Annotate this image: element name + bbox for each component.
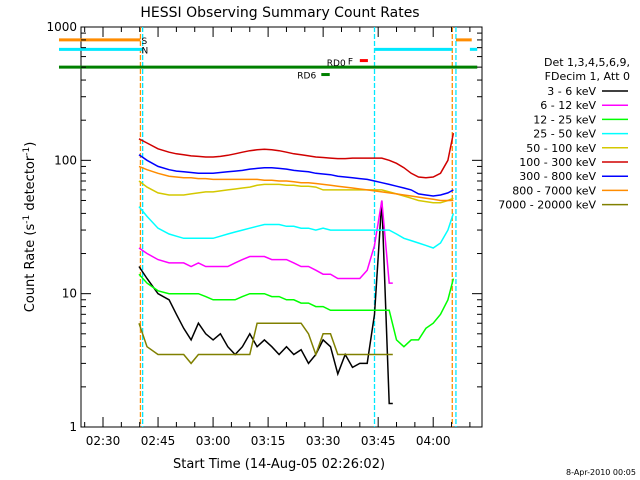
x-tick-label: 03:45	[361, 434, 396, 448]
series-line	[138, 206, 455, 249]
legend-label: 12 - 25 keV	[533, 113, 596, 126]
y-tick-label: 1	[69, 420, 77, 434]
legend-header-line1: Det 1,3,4,5,6,9,	[544, 56, 630, 69]
series-line	[138, 165, 454, 202]
vertical-markers	[139, 27, 457, 427]
footer-timestamp: 8-Apr-2010 00:05	[566, 468, 636, 477]
y-axis-label-mid: detector	[23, 155, 38, 215]
x-axis: 02:30 02:45 03:00 03:15 03:30 03:45 04:00	[84, 27, 471, 448]
plot-area: SN RD6 RD0 F 1 10 100 1000 02:30 02:45 03:00 03:1…	[46, 20, 483, 448]
legend-header-line2: FDecim 1, Att 0	[545, 70, 630, 83]
flag-label-f: F	[348, 58, 353, 68]
y-axis-label-end: )	[23, 142, 38, 147]
flag-bars: SN RD6 RD0 F	[58, 37, 478, 82]
series-lines	[138, 132, 455, 405]
y-axis-label-text: Count Rate (s	[23, 224, 38, 313]
x-tick-label: 03:15	[251, 434, 286, 448]
flag-label-rd6: RD6	[297, 72, 316, 82]
x-axis-label: Start Time (14-Aug-05 02:26:02)	[173, 457, 385, 472]
y-axis-label-sup2: -1	[22, 147, 32, 156]
x-tick-label: 04:00	[416, 434, 451, 448]
y-axis: 1 10 100 1000	[46, 20, 482, 434]
series-line	[138, 180, 454, 204]
legend-label: 25 - 50 keV	[533, 128, 596, 141]
plot-frame	[80, 26, 483, 428]
y-axis-label: Count Rate (s-1 detector-1)	[22, 142, 38, 313]
legend-label: 300 - 800 keV	[519, 170, 596, 183]
legend: Det 1,3,4,5,6,9, FDecim 1, Att 0 3 - 6 k…	[498, 56, 630, 212]
legend-label: 50 - 100 keV	[526, 142, 596, 155]
y-tick-label: 100	[54, 153, 77, 167]
legend-label: 3 - 6 keV	[547, 85, 596, 98]
legend-label: 7000 - 20000 keV	[498, 199, 596, 212]
legend-label: 100 - 300 keV	[519, 156, 596, 169]
legend-label: 800 - 7000 keV	[512, 184, 596, 197]
y-tick-label: 10	[62, 287, 77, 301]
x-tick-label: 02:45	[141, 434, 176, 448]
flag-label-n: N	[142, 46, 149, 56]
series-line	[138, 200, 393, 284]
y-tick-label: 1000	[46, 20, 77, 34]
x-tick-label: 03:00	[196, 434, 231, 448]
x-tick-label: 03:30	[306, 434, 341, 448]
flag-label-s: S	[142, 37, 148, 47]
series-line	[138, 273, 455, 348]
x-tick-label: 02:30	[86, 434, 121, 448]
series-line	[138, 154, 454, 197]
series-line	[138, 200, 393, 405]
flag-label-rd0: RD0	[327, 59, 346, 69]
y-axis-label-sup1: -1	[22, 215, 32, 224]
legend-label: 6 - 12 keV	[540, 99, 596, 112]
series-line	[138, 132, 455, 179]
chart-title: HESSI Observing Summary Count Rates	[140, 5, 419, 21]
series-line	[138, 322, 393, 365]
